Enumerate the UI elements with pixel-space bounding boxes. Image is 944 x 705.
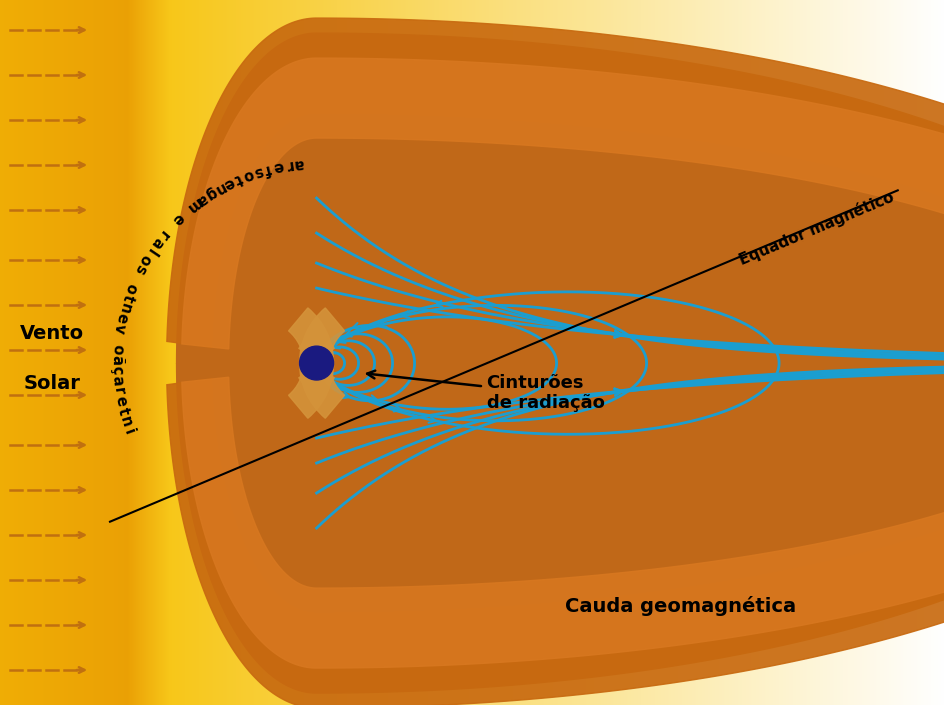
Text: a: a	[110, 375, 126, 386]
Text: t: t	[232, 171, 244, 188]
Text: f: f	[263, 161, 273, 177]
Text: a: a	[294, 156, 304, 172]
Text: Solar: Solar	[24, 374, 80, 393]
Wedge shape	[299, 308, 345, 418]
Polygon shape	[167, 18, 944, 348]
Text: a: a	[147, 234, 165, 251]
Text: r: r	[110, 386, 126, 396]
Text: e: e	[169, 210, 186, 228]
Wedge shape	[304, 331, 334, 396]
Text: l: l	[143, 245, 159, 257]
Text: e: e	[111, 395, 128, 407]
Text: Cauda geomagnética: Cauda geomagnética	[565, 596, 795, 616]
Polygon shape	[211, 98, 944, 628]
Text: s: s	[251, 164, 264, 180]
Text: Vento: Vento	[20, 324, 84, 343]
Polygon shape	[177, 33, 944, 693]
Polygon shape	[281, 243, 944, 483]
Text: e: e	[272, 159, 284, 175]
Text: i: i	[121, 427, 136, 436]
Text: s: s	[131, 262, 148, 276]
Text: ç: ç	[109, 365, 125, 374]
Wedge shape	[298, 331, 329, 396]
Text: o: o	[136, 252, 154, 268]
Polygon shape	[268, 215, 944, 511]
Polygon shape	[181, 58, 944, 349]
Text: n: n	[116, 415, 134, 429]
Text: r: r	[155, 227, 171, 242]
Text: Equador magnético: Equador magnético	[736, 189, 896, 268]
Text: g: g	[202, 184, 219, 202]
Wedge shape	[288, 308, 333, 418]
Text: o: o	[122, 281, 140, 295]
Text: ã: ã	[109, 355, 124, 364]
Polygon shape	[227, 128, 944, 598]
Text: Cinturões
de radiação: Cinturões de radiação	[366, 371, 604, 412]
Text: e: e	[113, 312, 130, 324]
Text: m: m	[182, 195, 204, 216]
Text: r: r	[284, 157, 293, 173]
Text: n: n	[211, 179, 228, 197]
Polygon shape	[167, 379, 944, 705]
Text: t: t	[119, 292, 136, 304]
Polygon shape	[196, 68, 944, 658]
Text: a: a	[194, 190, 210, 208]
Text: e: e	[221, 174, 236, 192]
Polygon shape	[242, 158, 944, 568]
Text: t: t	[114, 406, 130, 417]
Text: n: n	[115, 301, 133, 315]
Ellipse shape	[299, 346, 333, 380]
Text: o: o	[241, 166, 255, 184]
Text: o: o	[110, 343, 125, 355]
Polygon shape	[257, 188, 944, 538]
Polygon shape	[181, 377, 944, 668]
Text: v: v	[111, 322, 127, 334]
